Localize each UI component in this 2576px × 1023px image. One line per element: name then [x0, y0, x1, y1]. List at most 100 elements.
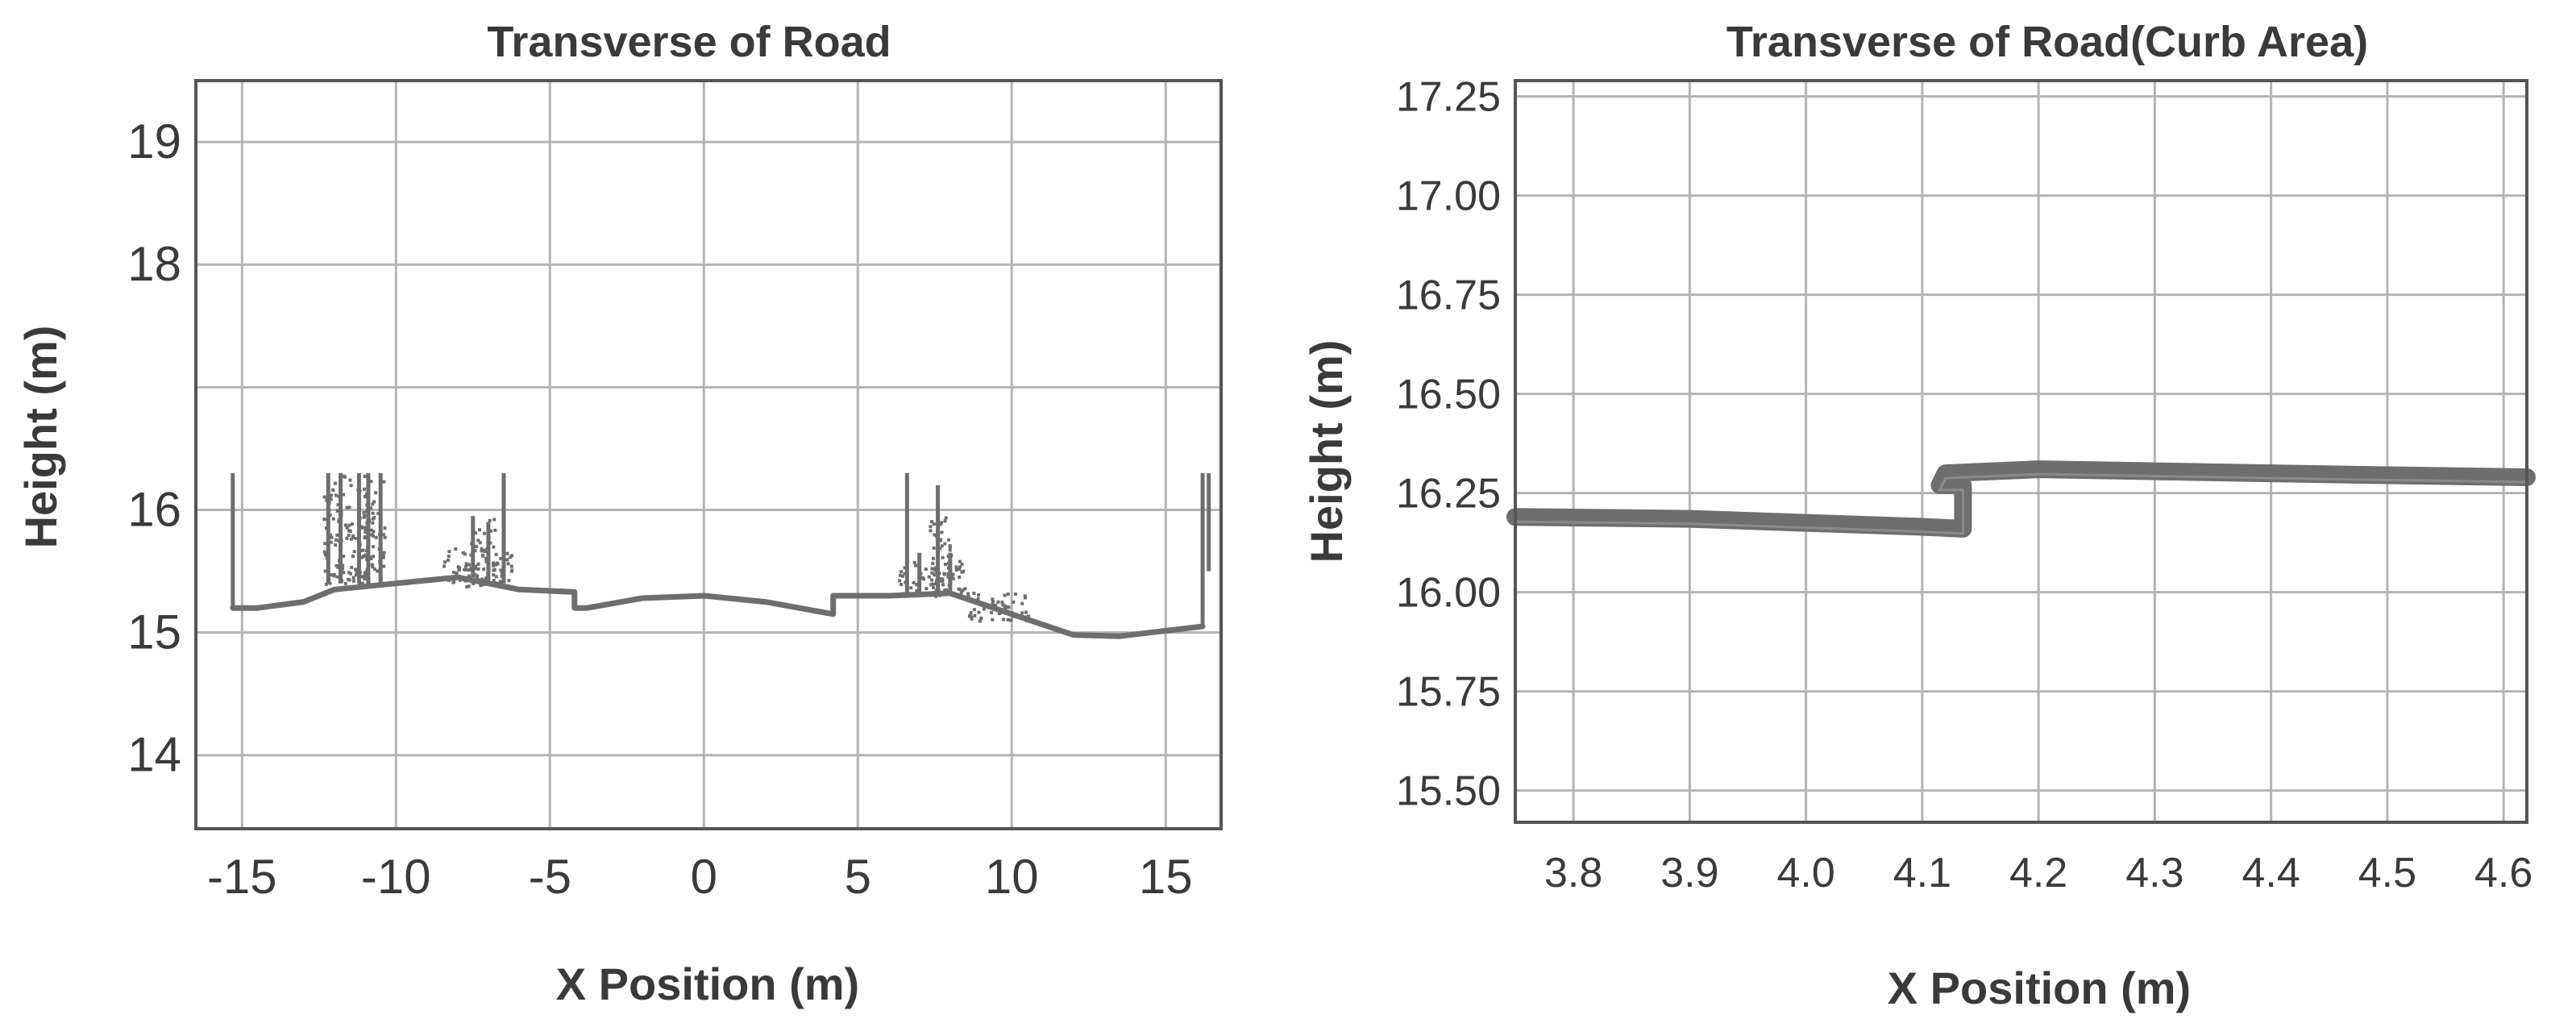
scatter-point — [501, 548, 505, 552]
scatter-point — [379, 577, 383, 581]
scatter-point — [351, 522, 354, 526]
scatter-point — [1010, 611, 1014, 615]
scatter-point — [494, 581, 498, 585]
scatter-point — [374, 491, 378, 495]
scatter-point — [374, 535, 378, 539]
scatter-point — [372, 545, 375, 549]
scatter-point — [345, 505, 349, 509]
scatter-point — [941, 579, 945, 583]
scatter-point — [362, 526, 366, 530]
x-tick-label: -5 — [529, 850, 571, 904]
scatter-point — [946, 572, 950, 576]
scatter-point — [940, 521, 943, 525]
chart-left-grid — [196, 81, 1221, 829]
scatter-point — [934, 582, 937, 586]
scatter-point — [927, 575, 931, 579]
scatter-point — [933, 566, 937, 570]
scatter-point — [932, 585, 935, 589]
x-tick-label: 15 — [1139, 850, 1193, 904]
scatter-point — [363, 474, 367, 478]
scatter-point — [904, 584, 908, 588]
scatter-point — [475, 544, 479, 548]
scatter-point — [1023, 594, 1027, 598]
scatter-point — [472, 581, 476, 585]
scatter-point — [330, 535, 334, 539]
scatter-point — [944, 563, 947, 567]
scatter-point — [935, 588, 939, 593]
scatter-point — [332, 574, 336, 578]
scatter-point — [501, 559, 505, 562]
scatter-point — [505, 558, 509, 562]
scatter-point — [447, 550, 451, 554]
scatter-point — [330, 573, 334, 577]
scatter-point — [904, 580, 908, 584]
x-tick-label: 5 — [845, 850, 871, 904]
scatter-point — [468, 568, 472, 572]
scatter-point — [339, 513, 343, 517]
x-tick-label: 3.9 — [1660, 850, 1718, 896]
scatter-point — [969, 611, 973, 615]
scatter-point — [371, 565, 375, 569]
scatter-point — [912, 580, 916, 584]
scatter-point — [492, 583, 496, 587]
scatter-point — [932, 522, 936, 526]
chart-left-y-ticks: 14 15 16 18 19 — [127, 114, 181, 782]
chart-right: Transverse of Road(Curb Area) 3.8 3.9 4.0 4… — [1301, 18, 2536, 1013]
scatter-point — [343, 581, 347, 585]
scatter-point — [476, 562, 480, 566]
scatter-point — [362, 510, 366, 514]
scatter-point — [1020, 611, 1024, 615]
point-cluster — [322, 474, 387, 587]
scatter-point — [982, 607, 986, 611]
scatter-point — [492, 563, 495, 568]
scatter-point — [976, 597, 980, 601]
scatter-point — [363, 576, 367, 580]
scatter-point — [348, 530, 352, 533]
scatter-point — [358, 580, 362, 584]
scatter-point — [347, 523, 351, 527]
scatter-point — [357, 520, 361, 524]
scatter-point — [325, 498, 329, 502]
scatter-point — [329, 533, 333, 537]
scatter-point — [347, 505, 351, 509]
scatter-point — [945, 593, 949, 597]
scatter-point — [487, 536, 491, 540]
scatter-point — [958, 559, 962, 563]
scatter-point — [484, 576, 488, 580]
scatter-point — [378, 572, 382, 576]
scatter-point — [474, 531, 478, 535]
scatter-point — [898, 573, 902, 577]
scatter-point — [1000, 601, 1004, 605]
scatter-point — [382, 564, 386, 568]
scatter-point — [492, 579, 496, 583]
scatter-point — [458, 578, 462, 582]
chart-right-plot-frame — [1514, 79, 2528, 824]
scatter-point — [505, 551, 509, 555]
scatter-point — [363, 487, 367, 491]
scatter-point — [977, 610, 981, 614]
scatter-point — [958, 568, 962, 572]
scatter-point — [361, 548, 365, 552]
scatter-point — [337, 563, 341, 568]
scatter-point — [357, 507, 361, 511]
scatter-point — [940, 530, 944, 534]
scatter-point — [1000, 610, 1004, 614]
scatter-point — [914, 563, 917, 568]
scatter-point — [358, 516, 362, 520]
scatter-point — [347, 571, 351, 575]
chart-left-title: Transverse of Road — [487, 18, 891, 66]
scatter-point — [485, 547, 489, 551]
x-tick-label: 4.0 — [1776, 850, 1834, 896]
scatter-point — [1004, 605, 1008, 609]
scatter-point — [327, 509, 331, 512]
scatter-point — [938, 522, 942, 526]
scatter-point — [991, 618, 995, 622]
scatter-point — [354, 573, 358, 577]
scatter-point — [900, 583, 904, 587]
scatter-point — [467, 574, 472, 578]
scatter-point — [463, 579, 467, 583]
scatter-point — [507, 579, 511, 583]
scatter-point — [484, 559, 488, 563]
scatter-point — [339, 510, 343, 514]
scatter-point — [369, 528, 373, 532]
